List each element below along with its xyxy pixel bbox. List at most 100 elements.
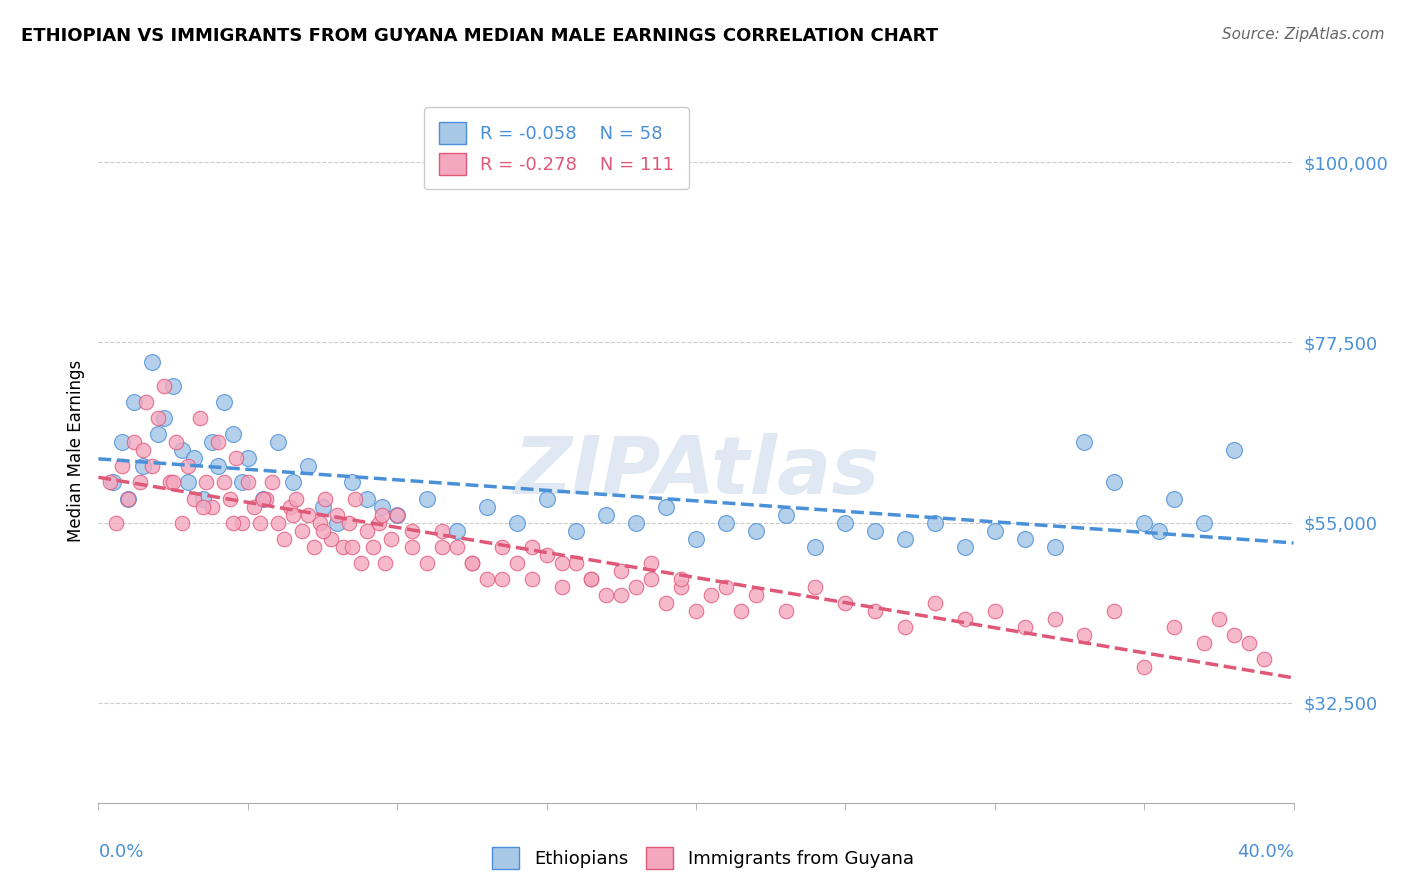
Point — [321, 532, 343, 546]
Point — [231, 516, 253, 530]
Point — [363, 540, 385, 554]
Point — [111, 435, 134, 450]
Point — [610, 564, 633, 578]
Point — [162, 379, 184, 393]
Point — [252, 491, 274, 506]
Point — [834, 516, 856, 530]
Point — [385, 508, 409, 522]
Point — [177, 475, 200, 490]
Point — [804, 580, 827, 594]
Point — [536, 548, 558, 562]
Point — [1073, 435, 1095, 450]
Point — [326, 508, 349, 522]
Point — [745, 524, 768, 538]
Point — [212, 395, 235, 409]
Point — [159, 475, 181, 490]
Point — [834, 596, 856, 610]
Point — [356, 491, 378, 506]
Point — [1253, 651, 1275, 665]
Point — [1192, 516, 1215, 530]
Point — [342, 475, 364, 490]
Text: Source: ZipAtlas.com: Source: ZipAtlas.com — [1222, 27, 1385, 42]
Point — [461, 556, 484, 570]
Point — [416, 556, 439, 570]
Point — [520, 572, 543, 586]
Point — [111, 459, 134, 474]
Point — [153, 379, 176, 393]
Point — [105, 516, 128, 530]
Legend: R = -0.058    N = 58, R = -0.278    N = 111: R = -0.058 N = 58, R = -0.278 N = 111 — [425, 107, 689, 189]
Point — [191, 500, 214, 514]
Point — [1163, 620, 1185, 634]
Point — [550, 580, 572, 594]
Point — [201, 435, 224, 450]
Point — [153, 411, 176, 425]
Y-axis label: Median Male Earnings: Median Male Earnings — [66, 359, 84, 541]
Point — [129, 475, 152, 490]
Point — [1014, 620, 1036, 634]
Point — [655, 500, 678, 514]
Point — [350, 556, 373, 570]
Point — [865, 524, 887, 538]
Point — [894, 620, 917, 634]
Point — [1043, 540, 1066, 554]
Text: 40.0%: 40.0% — [1237, 843, 1294, 861]
Point — [260, 475, 283, 490]
Point — [326, 516, 349, 530]
Point — [236, 451, 259, 466]
Point — [655, 596, 678, 610]
Point — [730, 604, 752, 618]
Point — [685, 604, 707, 618]
Point — [1163, 491, 1185, 506]
Point — [281, 508, 304, 522]
Point — [669, 572, 692, 586]
Point — [207, 435, 229, 450]
Point — [252, 491, 274, 506]
Point — [475, 572, 498, 586]
Point — [685, 532, 707, 546]
Point — [371, 500, 394, 514]
Point — [626, 580, 648, 594]
Point — [1223, 443, 1246, 458]
Point — [297, 508, 319, 522]
Point — [273, 532, 295, 546]
Point — [315, 491, 337, 506]
Point — [865, 604, 887, 618]
Point — [219, 491, 242, 506]
Point — [953, 612, 976, 626]
Point — [1104, 604, 1126, 618]
Point — [117, 491, 139, 506]
Point — [267, 435, 290, 450]
Point — [231, 475, 253, 490]
Point — [284, 491, 307, 506]
Point — [1192, 635, 1215, 649]
Point — [212, 475, 235, 490]
Point — [291, 524, 314, 538]
Point — [191, 491, 214, 506]
Point — [430, 540, 453, 554]
Point — [380, 532, 402, 546]
Point — [520, 540, 543, 554]
Point — [177, 459, 200, 474]
Point — [491, 540, 513, 554]
Point — [924, 516, 946, 530]
Point — [491, 572, 513, 586]
Point — [172, 516, 194, 530]
Point — [506, 556, 529, 570]
Point — [640, 556, 662, 570]
Point — [222, 516, 245, 530]
Point — [172, 443, 194, 458]
Point — [165, 435, 187, 450]
Point — [953, 540, 976, 554]
Point — [356, 524, 378, 538]
Point — [401, 540, 423, 554]
Point — [1147, 524, 1170, 538]
Point — [669, 580, 692, 594]
Point — [550, 556, 572, 570]
Point — [385, 508, 409, 522]
Point — [984, 604, 1007, 618]
Point — [1073, 627, 1095, 641]
Point — [894, 532, 917, 546]
Point — [1014, 532, 1036, 546]
Point — [117, 491, 139, 506]
